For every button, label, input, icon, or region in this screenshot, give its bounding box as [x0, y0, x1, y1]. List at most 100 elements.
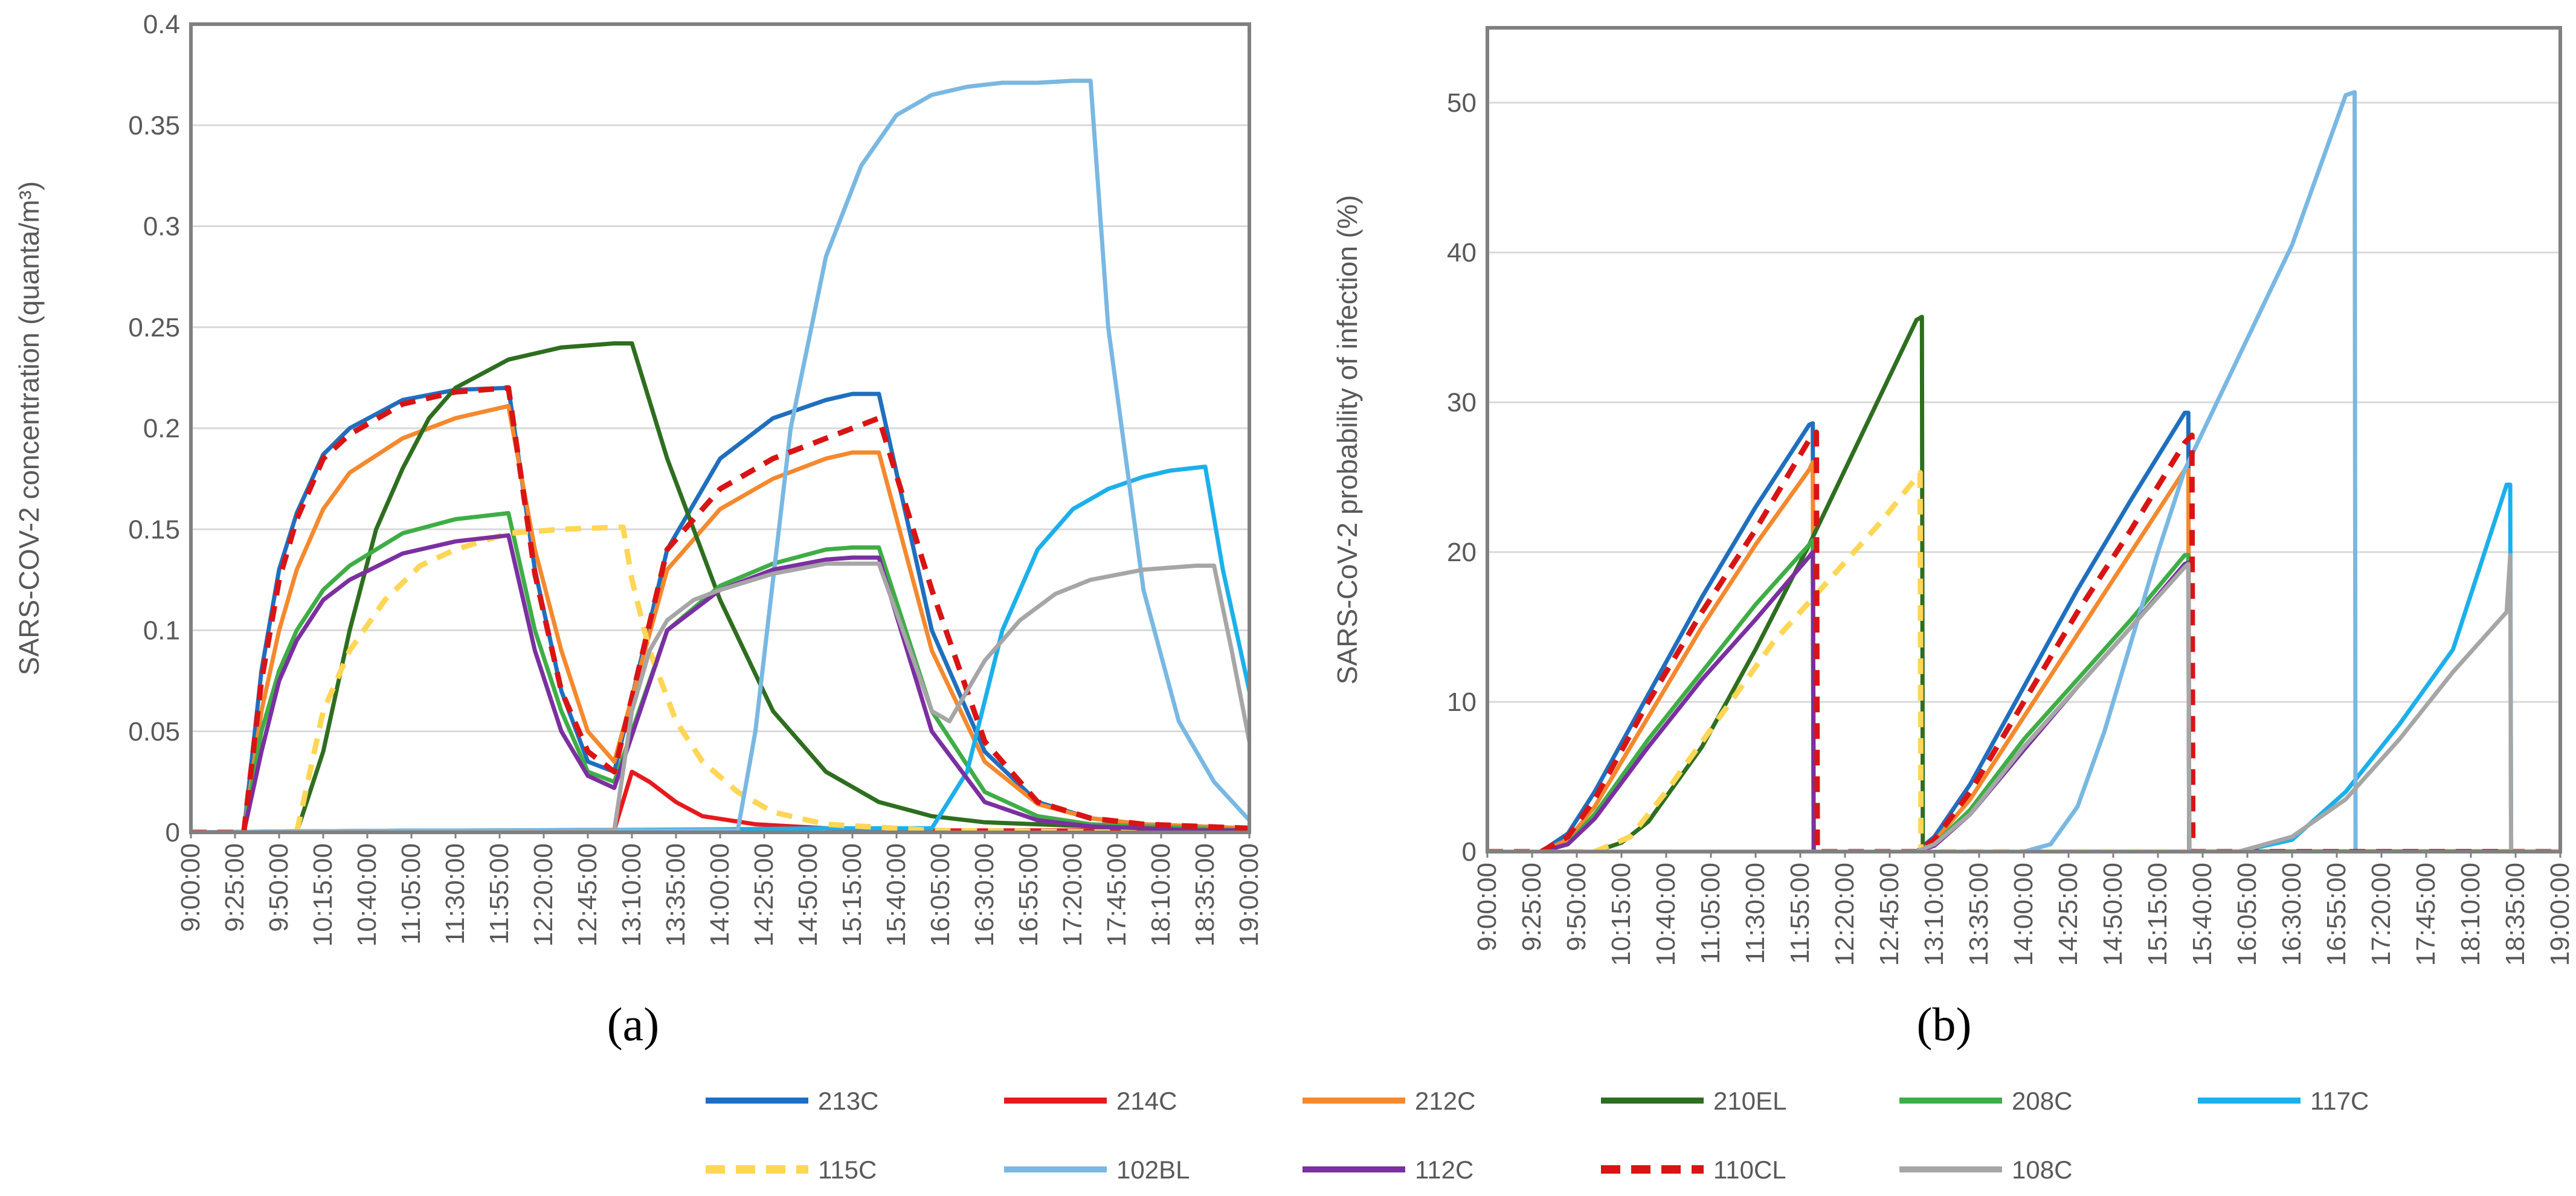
y-tick-label: 0.3 [143, 212, 180, 242]
x-tick-label: 19:00:00 [1234, 843, 1264, 947]
legend-label-110CL: 110CL [1713, 1156, 1786, 1184]
series-line-212C [191, 403, 1249, 832]
legend-label-115C: 115C [818, 1156, 877, 1184]
y-tick-label: 0.4 [143, 10, 180, 39]
x-tick-label: 11:05:00 [396, 843, 426, 945]
panel-a-label: (a) [607, 998, 660, 1050]
series-line-208C [1487, 538, 2560, 852]
legend-label-210EL: 210EL [1713, 1087, 1786, 1115]
x-tick-label: 18:10:00 [2456, 863, 2485, 966]
x-tick-label: 9:00:00 [1472, 863, 1502, 951]
series-line-117C [1487, 482, 2560, 852]
series-line-110CL [1487, 429, 2560, 852]
x-tick-label: 12:45:00 [573, 843, 602, 947]
y-tick-label: 10 [1447, 687, 1476, 717]
x-tick-label: 14:00:00 [2009, 863, 2038, 966]
x-tick-label: 16:30:00 [2277, 863, 2307, 966]
x-tick-label: 9:00:00 [176, 843, 205, 932]
x-tick-label: 9:25:00 [1517, 863, 1547, 951]
x-tick-label: 15:15:00 [2143, 863, 2172, 966]
y-tick-label: 20 [1447, 538, 1476, 567]
x-tick-label: 12:45:00 [1875, 863, 1904, 966]
legend: 213C 214C 212C 210EL 208C 117C 115C 102BL 112C 11… [706, 1087, 2369, 1184]
series-line-102BL [1487, 90, 2560, 852]
x-tick-label: 14:25:00 [2053, 863, 2083, 966]
series-line-112C [191, 533, 1249, 832]
series-line-212C [1487, 460, 2560, 852]
y-tick-label: 0.1 [143, 616, 180, 646]
x-tick-label: 17:20:00 [1058, 843, 1087, 947]
x-tick-label: 14:50:00 [793, 843, 823, 947]
y-tick-label: 0 [166, 818, 180, 847]
legend-label-214C: 214C [1116, 1087, 1177, 1115]
x-tick-label: 18:10:00 [1146, 843, 1176, 947]
legend-label-112C: 112C [1415, 1156, 1473, 1184]
legend-label-108C: 108C [2012, 1156, 2072, 1184]
y-tick-label: 0.35 [128, 111, 180, 140]
x-tick-label: 9:50:00 [264, 843, 294, 932]
x-tick-label: 10:15:00 [1606, 863, 1636, 966]
x-tick-label: 16:55:00 [2322, 863, 2351, 966]
x-tick-label: 11:05:00 [1696, 863, 1725, 964]
x-tick-label: 13:10:00 [1919, 863, 1949, 966]
x-tick-label: 11:30:00 [1740, 863, 1770, 964]
x-tick-label: 17:45:00 [1102, 843, 1132, 947]
x-tick-label: 13:35:00 [1964, 863, 1994, 966]
chart-a: 0 0.05 0.1 0.15 0.2 0.25 0.3 0.35 0.4 9:00:00 9:25… [13, 10, 1264, 947]
x-tick-label: 14:25:00 [749, 843, 779, 947]
y-tick-label: 0.2 [143, 414, 180, 443]
series-line-210EL [1487, 315, 2560, 852]
y-tick-label: 0.05 [128, 717, 180, 747]
x-tick-label: 17:45:00 [2411, 863, 2441, 966]
x-tick-label: 12:20:00 [1830, 863, 1860, 966]
x-tick-label: 15:15:00 [837, 843, 867, 947]
series-line-115C [191, 524, 1249, 832]
x-tick-label: 9:25:00 [220, 843, 250, 932]
plot-frame [1486, 26, 2562, 854]
legend-label-212C: 212C [1415, 1087, 1475, 1115]
x-tick-label: 11:30:00 [440, 843, 470, 945]
y-tick-label: 40 [1447, 238, 1476, 268]
x-tick-label: 13:35:00 [661, 843, 691, 947]
x-tick-label: 10:40:00 [1651, 863, 1681, 966]
series-line-115C [1487, 470, 2560, 852]
y-axis-label: SARS-COV-2 concentration (quanta/m³) [13, 181, 45, 675]
series-line-213C [1487, 410, 2560, 852]
x-tick-label: 14:00:00 [705, 843, 735, 947]
x-tick-label: 15:40:00 [881, 843, 911, 947]
x-tick-label: 17:20:00 [2366, 863, 2396, 966]
x-tick-label: 14:50:00 [2098, 863, 2128, 966]
series-line-108C [1487, 553, 2560, 852]
legend-label-208C: 208C [2012, 1087, 2072, 1115]
x-tick-label: 9:50:00 [1562, 863, 1591, 951]
x-tick-label: 11:55:00 [1785, 863, 1815, 964]
y-tick-label: 30 [1447, 388, 1476, 417]
y-tick-label: 50 [1447, 88, 1476, 118]
series-line-110CL [191, 385, 1249, 832]
plot-frame [189, 22, 1251, 834]
legend-label-102BL: 102BL [1116, 1156, 1190, 1184]
legend-label-213C: 213C [818, 1087, 878, 1115]
x-tick-label: 12:20:00 [529, 843, 558, 947]
x-tick-label: 18:35:00 [2500, 863, 2530, 966]
y-tick-label: 0 [1462, 837, 1476, 867]
x-tick-label: 19:00:00 [2545, 863, 2575, 966]
panel-b-label: (b) [1917, 998, 1972, 1050]
x-tick-label: 16:55:00 [1014, 843, 1043, 947]
x-tick-label: 13:10:00 [617, 843, 646, 947]
series-line-208C [191, 511, 1249, 832]
y-tick-label: 0.15 [128, 515, 180, 544]
x-tick-label: 16:05:00 [926, 843, 955, 947]
x-tick-label: 16:05:00 [2232, 863, 2262, 966]
x-tick-label: 15:40:00 [2188, 863, 2217, 966]
y-tick-label: 0.25 [128, 313, 180, 342]
series-line-210EL [191, 341, 1249, 832]
x-tick-label: 10:40:00 [352, 843, 382, 947]
series-group [191, 79, 1249, 832]
series-line-213C [191, 385, 1249, 832]
y-axis-label: SARS-CoV-2 probability of infection (%) [1331, 195, 1363, 684]
x-tick-label: 11:55:00 [485, 843, 514, 945]
chart-b: 0 10 20 30 40 50 9:00:00 9:25:00 9:50:00 10:15:00… [1331, 26, 2575, 966]
series-group [1487, 90, 2560, 852]
